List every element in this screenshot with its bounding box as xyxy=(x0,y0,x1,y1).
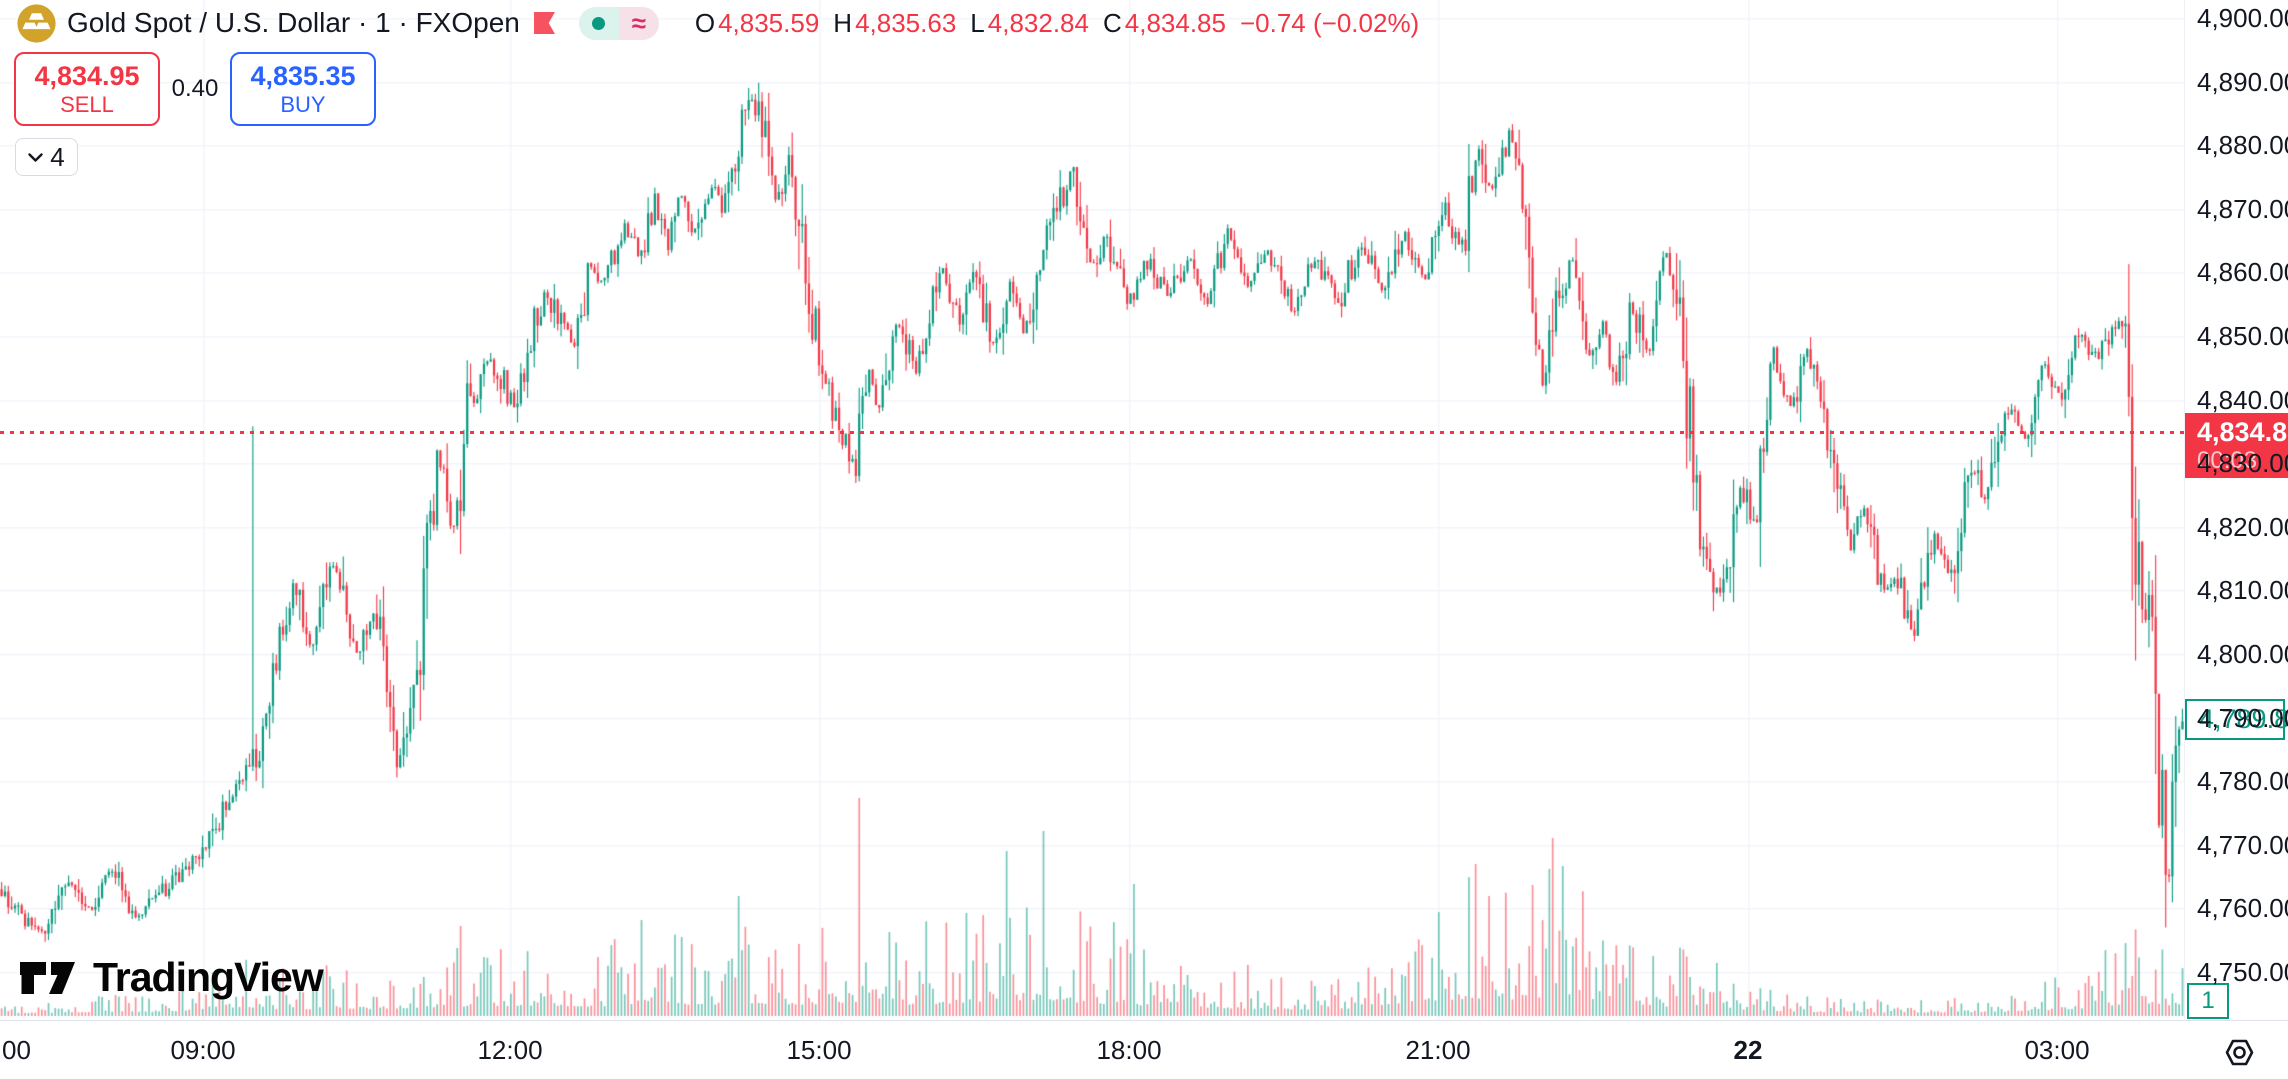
market-open-indicator xyxy=(578,6,619,40)
chevron-down-icon xyxy=(28,152,43,162)
sell-price: 4,834.95 xyxy=(34,60,140,91)
price-axis-tick: 4,860.00 xyxy=(2197,257,2288,288)
flag-icon[interactable] xyxy=(533,12,555,34)
candlestick-chart[interactable] xyxy=(0,0,2184,1020)
buy-price: 4,835.35 xyxy=(250,60,356,91)
high-value: 4,835.63 xyxy=(855,7,957,38)
time-axis-label: 00 xyxy=(2,1035,31,1065)
secondary-price-label: 4,789.81 xyxy=(2185,698,2288,740)
price-axis-tick: 4,890.00 xyxy=(2197,66,2288,97)
object-count: 4 xyxy=(50,141,65,172)
last-price-value: 4,834.85 xyxy=(2197,417,2288,448)
price-axis-tick: 4,820.00 xyxy=(2197,511,2288,542)
time-axis-label: 12:00 xyxy=(477,1035,543,1065)
open-label: O xyxy=(694,7,716,38)
bar-close-countdown: 00:03 xyxy=(2197,446,2258,474)
current-price-dotted-line xyxy=(0,430,2184,434)
time-axis-settings-icon[interactable] xyxy=(2225,1038,2254,1067)
symbol-title[interactable]: Gold Spot / U.S. Dollar · 1 · FXOpen xyxy=(67,7,520,38)
sell-label: SELL xyxy=(60,91,114,117)
sell-button[interactable]: 4,834.95 SELL xyxy=(14,52,160,126)
price-axis-tick: 4,810.00 xyxy=(2197,575,2288,606)
time-axis-label: 03:00 xyxy=(2024,1035,2090,1065)
chart-legend-row: Gold Spot / U.S. Dollar · 1 · FXOpen ≈ O… xyxy=(16,2,1419,44)
close-label: C xyxy=(1102,7,1122,38)
trade-buttons-row: 4,834.95 SELL 0.40 4,835.35 BUY xyxy=(14,52,376,126)
price-axis-tick: 4,840.00 xyxy=(2197,384,2288,415)
time-axis[interactable]: 00 09:00 12:00 15:00 18:00 21:00 22 03:00 xyxy=(0,1020,2288,1079)
buy-button[interactable]: 4,835.35 BUY xyxy=(230,52,376,126)
time-axis-day-label: 22 xyxy=(1733,1035,1763,1065)
price-axis-tick: 4,900.00 xyxy=(2197,3,2288,33)
tradingview-watermark: TradingView xyxy=(20,954,324,1001)
change-value: −0.74 (−0.02%) xyxy=(1239,7,1420,38)
gold-symbol-icon xyxy=(17,3,56,43)
spread-value: 0.40 xyxy=(171,75,219,102)
price-axis-tick: 4,850.00 xyxy=(2197,321,2288,351)
object-tree-dropdown[interactable]: 4 xyxy=(15,138,78,176)
low-label: L xyxy=(970,7,985,38)
time-axis-label: 15:00 xyxy=(786,1035,852,1065)
market-status-pill[interactable]: ≈ xyxy=(578,6,659,40)
price-axis-tick: 4,760.00 xyxy=(2197,893,2288,924)
price-axis-tick: 4,800.00 xyxy=(2197,639,2288,669)
low-value: 4,832.84 xyxy=(987,7,1089,38)
market-open-dot-icon xyxy=(592,16,606,30)
price-axis-tick: 4,880.00 xyxy=(2197,130,2288,161)
tradingview-watermark-text: TradingView xyxy=(93,954,324,1000)
price-axis-tick: 4,830.00 xyxy=(2197,448,2288,479)
last-price-label: 4,834.85 00:03 xyxy=(2185,413,2288,479)
delayed-data-icon: ≈ xyxy=(618,6,659,40)
open-value: 4,835.59 xyxy=(718,7,820,38)
time-axis-label: 09:00 xyxy=(170,1035,236,1065)
price-axis[interactable]: 4,834.85 00:03 4,789.81 1 4,900.00 4,890.… xyxy=(2184,0,2288,1020)
volume-value-label: 1 xyxy=(2187,983,2229,1019)
close-value: 4,834.85 xyxy=(1124,7,1226,38)
buy-label: BUY xyxy=(280,91,326,117)
tradingview-logo-icon xyxy=(20,961,75,994)
price-axis-tick: 4,750.00 xyxy=(2197,957,2288,987)
price-axis-tick: 4,780.00 xyxy=(2197,766,2288,797)
time-axis-label: 21:00 xyxy=(1405,1035,1471,1065)
time-axis-label: 18:00 xyxy=(1096,1035,1162,1065)
ohlc-legend: O 4,835.59 H 4,835.63 L 4,832.84 C 4,834.85 … xyxy=(681,8,1419,39)
price-axis-tick: 4,770.00 xyxy=(2197,829,2288,860)
price-axis-tick: 4,870.00 xyxy=(2197,193,2288,224)
price-axis-tick: 4,790.00 xyxy=(2197,702,2288,733)
high-label: H xyxy=(833,7,853,38)
